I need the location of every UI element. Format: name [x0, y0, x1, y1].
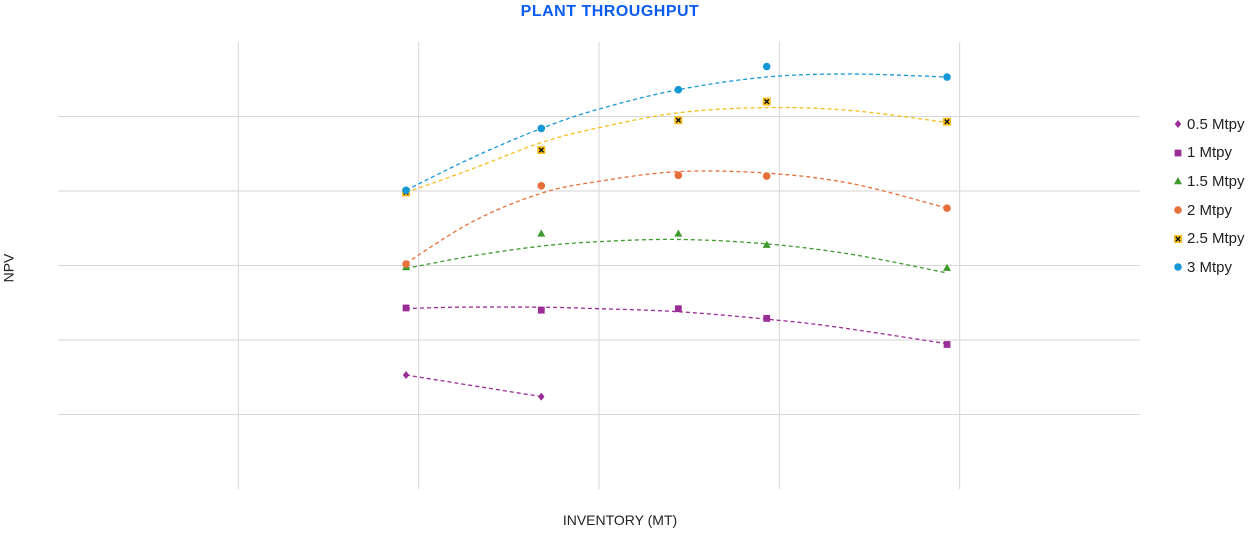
trend-line: [405, 73, 948, 191]
legend-label: 3 Mtpy: [1187, 258, 1233, 276]
data-point: [674, 305, 682, 313]
data-point: [538, 392, 545, 401]
trend-line: [405, 106, 948, 194]
data-point: [674, 229, 683, 237]
legend-label: 1.5 Mtpy: [1187, 172, 1245, 190]
legend-marker: [1174, 120, 1182, 129]
legend-marker: [1174, 177, 1182, 185]
trend-line: [406, 306, 948, 345]
legend-marker-icon: [1174, 234, 1182, 243]
data-point: [537, 146, 546, 155]
legend-marker-icon: [1174, 120, 1182, 129]
trend-line: [405, 170, 948, 264]
legend-item[interactable]: 1.5 Mtpy: [1172, 167, 1245, 196]
trend-line: [405, 374, 542, 398]
data-point: [943, 204, 951, 212]
data-point: [943, 341, 951, 348]
data-point: [402, 260, 410, 268]
data-point: [762, 62, 771, 71]
data-point: [943, 73, 951, 81]
data-point: [674, 116, 683, 125]
legend-item[interactable]: 1 Mtpy: [1172, 139, 1245, 168]
data-point: [762, 172, 771, 180]
legend-marker-icon: [1174, 206, 1182, 214]
legend-item[interactable]: 0.5 Mtpy: [1172, 110, 1245, 139]
data-point: [943, 263, 952, 271]
legend-item[interactable]: 2 Mtpy: [1172, 196, 1245, 225]
data-point: [674, 85, 683, 94]
data-point: [537, 229, 546, 237]
legend-marker-icon: [1174, 263, 1182, 272]
data-point: [402, 304, 410, 312]
data-point: [674, 171, 683, 180]
data-point: [763, 314, 771, 322]
data-point: [943, 117, 952, 126]
trend-line: [405, 238, 948, 274]
legend-marker-icon: [1174, 149, 1182, 157]
legend-marker: [1174, 206, 1182, 214]
data-point: [402, 371, 410, 380]
legend-marker: [1174, 149, 1182, 157]
legend-marker-icon: [1174, 177, 1182, 185]
chart-title: PLANT THROUGHPUT: [520, 3, 700, 20]
legend-marker: [1174, 263, 1182, 272]
data-point: [762, 97, 771, 106]
legend: 0.5 Mtpy 1 Mtpy 1.5 Mtpy 2 Mtpy 2.5 Mtpy 3 Mt…: [1172, 110, 1245, 282]
data-point: [402, 186, 410, 195]
legend-label: 0.5 Mtpy: [1187, 115, 1245, 133]
data-point: [762, 240, 771, 248]
legend-marker: [1174, 234, 1182, 243]
legend-label: 1 Mtpy: [1187, 144, 1233, 162]
data-point: [537, 124, 546, 133]
legend-label: 2.5 Mtpy: [1187, 230, 1245, 248]
data-point: [537, 306, 545, 314]
data-point: [537, 181, 546, 190]
legend-label: 2 Mtpy: [1187, 201, 1233, 219]
x-axis-label: INVENTORY (MT): [562, 512, 678, 528]
legend-item[interactable]: 2.5 Mtpy: [1172, 224, 1245, 253]
legend-item[interactable]: 3 Mtpy: [1172, 253, 1245, 282]
